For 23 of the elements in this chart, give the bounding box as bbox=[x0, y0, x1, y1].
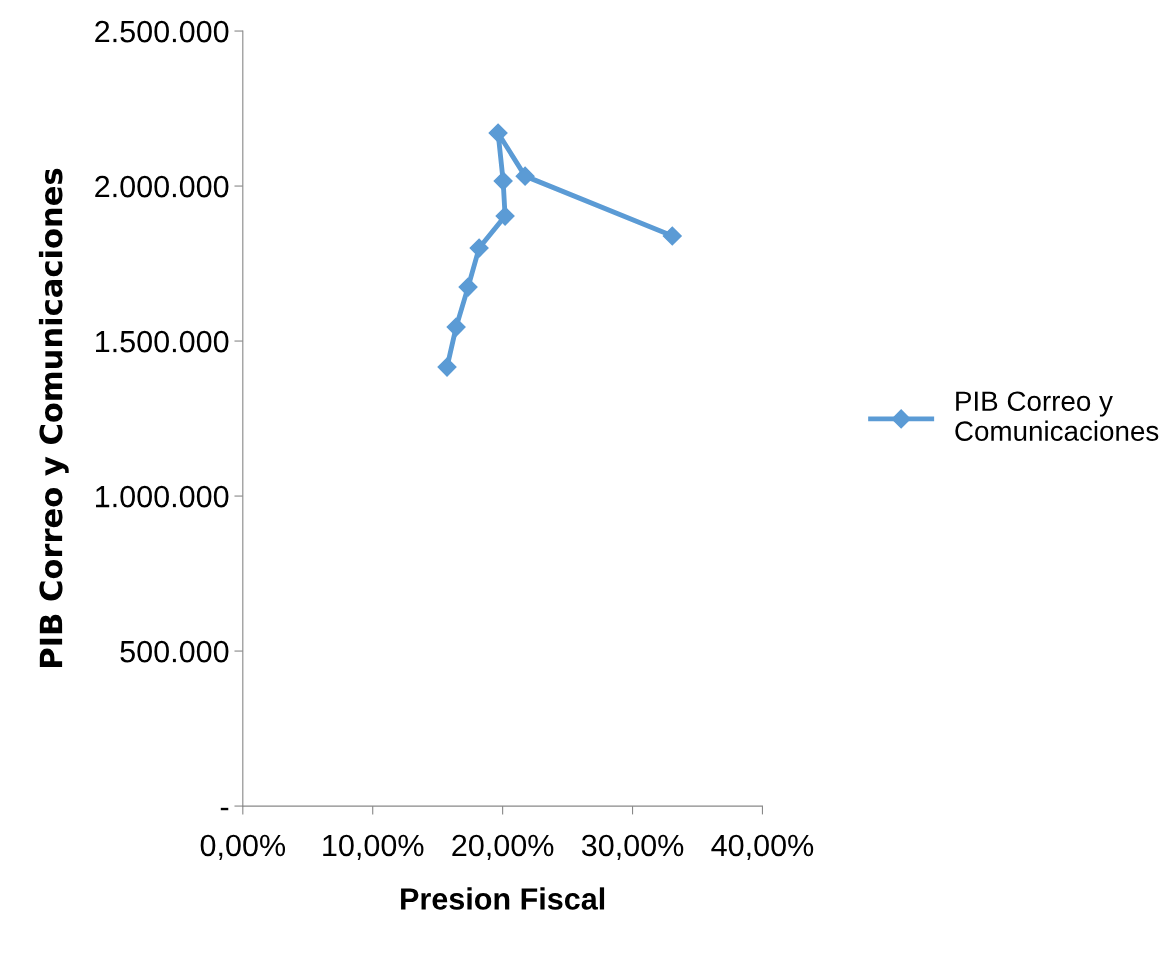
y-tick-label: 2.000.000 bbox=[95, 175, 229, 198]
point bbox=[458, 277, 478, 297]
y-tick-label: - bbox=[220, 807, 229, 811]
y-axis-title: PIB Correo y Comunicaciones bbox=[38, 168, 69, 667]
point bbox=[488, 123, 508, 143]
x-tick-label: 0,00% bbox=[200, 834, 286, 860]
y-tick-label: 1.500.000 bbox=[96, 330, 229, 353]
y-tick-label: 500.000 bbox=[120, 640, 229, 663]
x-tick-label: 10,00% bbox=[323, 834, 424, 860]
y-tick-label: 1.000.000 bbox=[96, 485, 229, 508]
legend-label: PIB Correo y Comunicaciones bbox=[955, 391, 1159, 441]
point bbox=[662, 226, 682, 246]
point bbox=[515, 166, 535, 186]
x-tick-label: 30,00% bbox=[581, 834, 684, 860]
point bbox=[446, 317, 466, 337]
point bbox=[437, 357, 457, 377]
x-axis-title: Presion Fiscal bbox=[401, 887, 605, 910]
x-tick-label: 40,00% bbox=[711, 834, 814, 860]
point bbox=[469, 238, 489, 258]
point bbox=[493, 171, 513, 191]
x-tick-label: 20,00% bbox=[452, 834, 554, 860]
y-tick-label: 2.500.000 bbox=[95, 20, 229, 43]
point bbox=[495, 206, 515, 226]
